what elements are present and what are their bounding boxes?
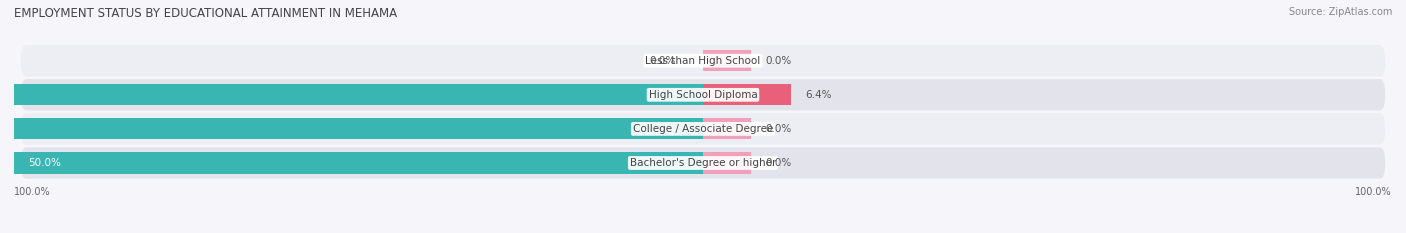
Text: College / Associate Degree: College / Associate Degree <box>633 124 773 134</box>
FancyBboxPatch shape <box>21 79 1385 110</box>
Text: 100.0%: 100.0% <box>1355 187 1392 197</box>
Text: 0.0%: 0.0% <box>765 56 792 66</box>
Bar <box>703 50 751 71</box>
Bar <box>0 84 703 105</box>
Bar <box>703 152 751 174</box>
Text: 50.0%: 50.0% <box>28 158 60 168</box>
Text: 0.0%: 0.0% <box>765 158 792 168</box>
Text: 6.4%: 6.4% <box>806 90 831 100</box>
Text: Less than High School: Less than High School <box>645 56 761 66</box>
Text: 0.0%: 0.0% <box>650 56 675 66</box>
FancyBboxPatch shape <box>21 45 1385 76</box>
Text: Bachelor's Degree or higher: Bachelor's Degree or higher <box>630 158 776 168</box>
FancyBboxPatch shape <box>21 113 1385 144</box>
Text: Source: ZipAtlas.com: Source: ZipAtlas.com <box>1288 7 1392 17</box>
Bar <box>14 152 703 174</box>
Bar <box>703 84 792 105</box>
Text: 0.0%: 0.0% <box>765 124 792 134</box>
Bar <box>0 118 703 140</box>
Bar <box>703 118 751 140</box>
Text: 100.0%: 100.0% <box>14 187 51 197</box>
Text: High School Diploma: High School Diploma <box>648 90 758 100</box>
Text: EMPLOYMENT STATUS BY EDUCATIONAL ATTAINMENT IN MEHAMA: EMPLOYMENT STATUS BY EDUCATIONAL ATTAINM… <box>14 7 396 20</box>
FancyBboxPatch shape <box>21 147 1385 179</box>
